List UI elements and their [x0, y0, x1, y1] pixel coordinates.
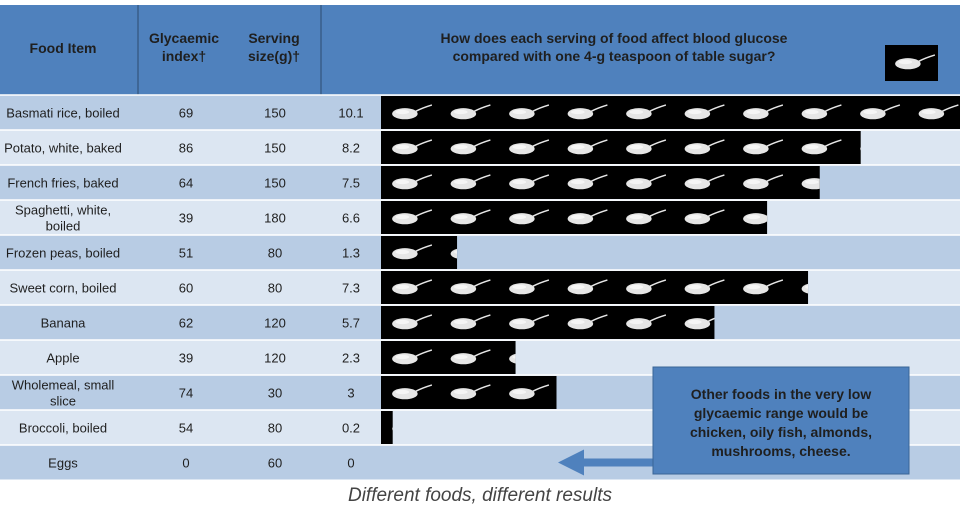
food-label: Frozen peas, boiled [6, 246, 120, 261]
bar-row-background [381, 235, 960, 270]
header-gi-line1: Glycaemic [149, 30, 219, 46]
table-row [0, 270, 381, 305]
food-label-group: Broccoli, boiled [19, 421, 107, 436]
serving-value: 120 [264, 316, 286, 331]
food-label-group: Potato, white, baked [4, 141, 122, 156]
header-food-item: Food Item [30, 40, 97, 56]
food-label: Basmati rice, boiled [6, 106, 119, 121]
gi-value: 69 [179, 106, 193, 121]
caption: Different foods, different results [347, 485, 612, 506]
note-text: mushrooms, cheese. [711, 443, 850, 459]
arrow-shaft [580, 458, 655, 467]
food-label-group: Eggs [48, 456, 78, 471]
teaspoon-value: 2.3 [342, 351, 360, 366]
serving-value: 150 [264, 176, 286, 191]
header-question-line1: How does each serving of food affect blo… [441, 30, 788, 46]
gi-value: 74 [179, 386, 193, 401]
gi-value: 0 [182, 456, 189, 471]
gi-value: 39 [179, 351, 193, 366]
food-label: Spaghetti, white, [15, 203, 111, 218]
food-label: French fries, baked [7, 176, 118, 191]
food-label-group: Frozen peas, boiled [6, 246, 120, 261]
teaspoon-value: 10.1 [338, 106, 363, 121]
food-label: Wholemeal, small [12, 378, 115, 393]
teaspoon-bar [381, 236, 458, 269]
header-gi-line2: index† [162, 48, 206, 64]
teaspoon-value: 7.5 [342, 176, 360, 191]
table-row [0, 445, 381, 480]
table-row [0, 200, 381, 235]
food-label-group: Banana [41, 316, 87, 331]
teaspoon-bar [381, 411, 393, 444]
note-text: chicken, oily fish, almonds, [690, 424, 872, 440]
food-label: Potato, white, baked [4, 141, 122, 156]
serving-value: 80 [268, 281, 282, 296]
food-label: Eggs [48, 456, 78, 471]
serving-value: 150 [264, 141, 286, 156]
note-box [652, 366, 910, 475]
table-row [0, 235, 381, 270]
gi-value: 54 [179, 421, 193, 436]
header-serving-line1: Serving [248, 30, 299, 46]
table-row [0, 305, 381, 340]
gi-value: 60 [179, 281, 193, 296]
table-row [0, 165, 381, 200]
gi-value: 86 [179, 141, 193, 156]
table-row [0, 130, 381, 165]
glycaemic-table-chart: Food Item Glycaemic index† Serving size(g)† H… [0, 5, 960, 480]
food-label: Sweet corn, boiled [10, 281, 117, 296]
note-text: Other foods in the very low [691, 386, 872, 402]
header-question-line2: compared with one 4-g teaspoon of table … [453, 48, 776, 64]
teaspoon-value: 8.2 [342, 141, 360, 156]
header-serving-line2: size(g)† [248, 48, 300, 64]
gi-value: 51 [179, 246, 193, 261]
teaspoon-value: 6.6 [342, 211, 360, 226]
header-background [0, 5, 960, 95]
serving-value: 30 [268, 386, 282, 401]
table-row [0, 410, 381, 445]
food-label-group: French fries, baked [7, 176, 118, 191]
food-label: Banana [41, 316, 87, 331]
serving-value: 180 [264, 211, 286, 226]
gi-value: 39 [179, 211, 193, 226]
food-label-group: Basmati rice, boiled [6, 106, 119, 121]
teaspoon-value: 5.7 [342, 316, 360, 331]
food-label: Apple [46, 351, 79, 366]
food-label: slice [50, 394, 76, 409]
serving-value: 80 [268, 421, 282, 436]
table-row [0, 340, 381, 375]
teaspoon-bar [381, 306, 715, 339]
teaspoon-value: 0.2 [342, 421, 360, 436]
serving-value: 60 [268, 456, 282, 471]
food-label-group: Apple [46, 351, 79, 366]
food-label: Broccoli, boiled [19, 421, 107, 436]
gi-value: 64 [179, 176, 193, 191]
arrow-head [558, 449, 584, 476]
teaspoon-value: 1.3 [342, 246, 360, 261]
serving-value: 80 [268, 246, 282, 261]
table-row [0, 375, 381, 410]
teaspoon-value: 0 [347, 456, 354, 471]
serving-value: 150 [264, 106, 286, 121]
teaspoon-value: 3 [347, 386, 354, 401]
gi-value: 62 [179, 316, 193, 331]
food-label-group: Spaghetti, white,boiled [15, 203, 111, 234]
serving-value: 120 [264, 351, 286, 366]
table-row [0, 95, 381, 130]
note-text: glycaemic range would be [694, 405, 868, 421]
food-label-group: Sweet corn, boiled [10, 281, 117, 296]
food-label: boiled [46, 219, 81, 234]
teaspoon-value: 7.3 [342, 281, 360, 296]
